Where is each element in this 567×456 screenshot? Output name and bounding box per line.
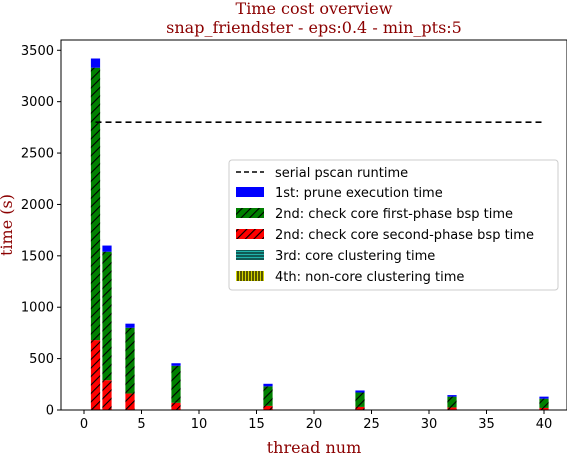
- bar-segment-hatch: [447, 407, 457, 410]
- bar-segment-hatch: [102, 251, 112, 381]
- legend-swatch-first-phase-hatch: [236, 208, 264, 218]
- bar-segment-hatch: [263, 405, 273, 410]
- legend-swatch-non-core-clustering-hatch: [236, 271, 264, 281]
- bar-segment: [125, 323, 135, 328]
- bar-segment-hatch: [90, 67, 101, 341]
- legend-label-core-clustering: 3rd: core clustering time: [275, 249, 435, 264]
- bar-segment-hatch: [355, 392, 365, 407]
- legend-label-second-phase: 2nd: check core second-phase bsp time: [275, 228, 534, 243]
- bar-segment: [355, 390, 365, 393]
- bar-segment-hatch: [125, 327, 135, 394]
- bar-segment-hatch: [102, 380, 112, 410]
- legend-swatch-second-phase-hatch: [236, 229, 264, 239]
- y-tick-label: 3500: [21, 44, 54, 59]
- bar-segment: [447, 395, 457, 397]
- x-tick-label: 5: [137, 417, 145, 432]
- x-tick-label: 0: [80, 417, 88, 432]
- bar-segment: [102, 245, 112, 252]
- y-tick-label: 500: [29, 352, 54, 367]
- y-tick-label: 1500: [21, 249, 54, 264]
- y-axis-ticks: 0 500 1000 1500 2000 2500 3000 3500: [21, 44, 61, 419]
- legend-label-prune: 1st: prune execution time: [275, 186, 443, 201]
- x-axis-label: thread num: [267, 438, 362, 456]
- bars-layer: [90, 58, 549, 410]
- x-tick-label: 10: [191, 417, 208, 432]
- bar-segment: [90, 58, 101, 68]
- y-tick-label: 2000: [21, 198, 54, 213]
- y-tick-label: 2500: [21, 147, 54, 162]
- legend-label-serial-runtime: serial pscan runtime: [275, 166, 408, 181]
- bar-segment-hatch: [539, 407, 549, 410]
- chart-title: Time cost overview: [236, 0, 393, 18]
- x-tick-label: 20: [306, 417, 323, 432]
- x-tick-label: 30: [421, 417, 438, 432]
- bar-segment-hatch: [355, 406, 365, 410]
- legend-label-non-core-clustering: 4th: non-core clustering time: [275, 270, 464, 285]
- bar-segment-hatch: [171, 365, 181, 403]
- legend-box: [228, 159, 559, 291]
- y-tick-label: 1000: [21, 301, 54, 316]
- legend-label-first-phase: 2nd: check core first-phase bsp time: [275, 207, 513, 222]
- x-tick-label: 35: [478, 417, 495, 432]
- x-tick-label: 15: [248, 417, 265, 432]
- bar-segment: [171, 363, 181, 366]
- legend-swatch-core-clustering-hatch: [236, 250, 264, 260]
- x-axis-ticks: 0 5 10 15 20 25 30 35 40: [80, 410, 552, 432]
- x-tick-label: 25: [363, 417, 380, 432]
- chart-subtitle: snap_friendster - eps:0.4 - min_pts:5: [166, 18, 462, 37]
- bar-segment: [539, 396, 549, 399]
- legend-swatch-prune: [236, 187, 264, 197]
- bar-segment-hatch: [171, 402, 181, 410]
- bar-segment-hatch: [90, 340, 101, 410]
- y-tick-label: 3000: [21, 95, 54, 110]
- y-tick-label: 0: [46, 404, 54, 419]
- y-axis-label: time (s): [0, 194, 16, 256]
- bar-segment-hatch: [125, 393, 135, 410]
- bar-segment-hatch: [447, 396, 457, 408]
- bar-segment: [263, 383, 273, 387]
- x-tick-label: 40: [536, 417, 553, 432]
- bar-segment-hatch: [539, 398, 549, 408]
- legend: serial pscan runtime 1st: prune executio…: [228, 159, 559, 291]
- bar-segment-hatch: [263, 386, 273, 406]
